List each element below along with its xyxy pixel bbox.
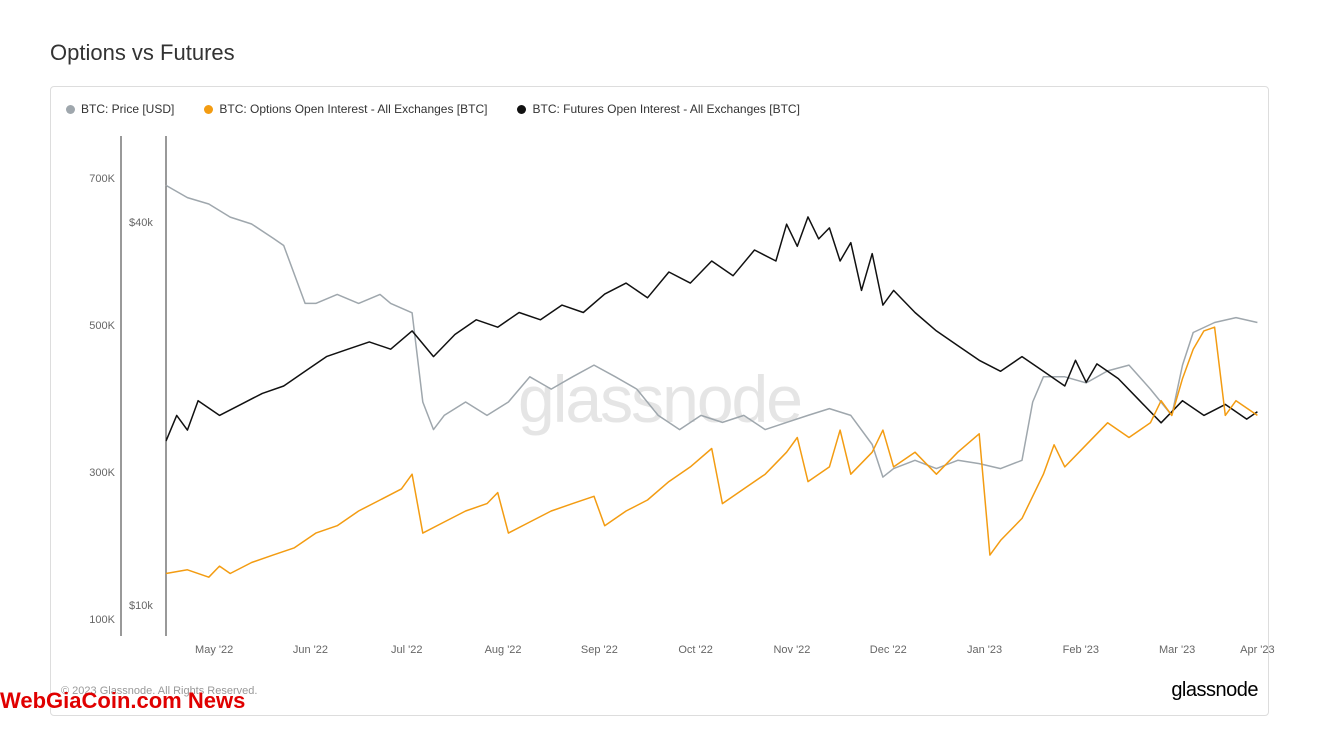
legend-label: BTC: Price [USD]	[81, 102, 174, 116]
legend-item-options: BTC: Options Open Interest - All Exchang…	[204, 102, 487, 116]
legend-label: BTC: Futures Open Interest - All Exchang…	[532, 102, 799, 116]
chart-title: Options vs Futures	[50, 40, 1269, 66]
plot-area: glassnode 100K300K500K700K$10k$40kMay '2…	[61, 126, 1258, 671]
news-overlay: WebGiaCoin.com News	[0, 688, 245, 714]
brand-logo: glassnode	[1171, 679, 1258, 702]
legend-label: BTC: Options Open Interest - All Exchang…	[219, 102, 487, 116]
chart-container: BTC: Price [USD] BTC: Options Open Inter…	[50, 86, 1269, 716]
legend-dot-options	[204, 105, 213, 114]
legend-item-price: BTC: Price [USD]	[66, 102, 174, 116]
legend-dot-price	[66, 105, 75, 114]
legend-item-futures: BTC: Futures Open Interest - All Exchang…	[517, 102, 799, 116]
legend: BTC: Price [USD] BTC: Options Open Inter…	[61, 97, 1258, 126]
lines-svg	[61, 126, 1258, 671]
legend-dot-futures	[517, 105, 526, 114]
